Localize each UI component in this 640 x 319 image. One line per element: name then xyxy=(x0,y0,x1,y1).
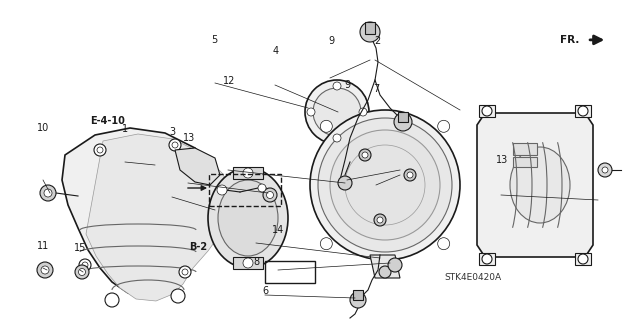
Ellipse shape xyxy=(345,145,425,225)
Polygon shape xyxy=(479,105,495,117)
Circle shape xyxy=(338,176,352,190)
Ellipse shape xyxy=(318,118,452,252)
Text: STK4E0420A: STK4E0420A xyxy=(445,273,502,282)
Bar xyxy=(513,143,537,155)
Text: 1: 1 xyxy=(122,124,128,134)
Circle shape xyxy=(320,120,332,132)
Text: 8: 8 xyxy=(253,257,259,267)
Text: E-4-10: E-4-10 xyxy=(90,116,125,126)
Ellipse shape xyxy=(208,168,288,268)
Bar xyxy=(265,261,315,283)
Text: 4: 4 xyxy=(272,46,278,56)
Bar xyxy=(398,112,408,122)
Circle shape xyxy=(578,254,588,264)
Circle shape xyxy=(394,113,412,131)
Circle shape xyxy=(105,293,119,307)
Bar xyxy=(353,290,363,300)
Circle shape xyxy=(320,238,332,250)
Ellipse shape xyxy=(330,130,440,240)
Circle shape xyxy=(598,163,612,177)
Circle shape xyxy=(388,258,402,272)
Text: 15: 15 xyxy=(74,243,86,253)
Text: 3: 3 xyxy=(170,127,176,137)
Circle shape xyxy=(359,108,367,116)
Text: 2: 2 xyxy=(374,36,381,47)
Text: 6: 6 xyxy=(262,286,269,296)
Text: 12: 12 xyxy=(223,76,236,86)
Text: 10: 10 xyxy=(37,122,50,133)
Circle shape xyxy=(359,149,371,161)
Circle shape xyxy=(75,265,89,279)
Circle shape xyxy=(407,172,413,178)
Circle shape xyxy=(266,191,273,198)
Circle shape xyxy=(258,184,266,192)
Bar xyxy=(365,22,375,34)
Ellipse shape xyxy=(310,110,460,260)
Polygon shape xyxy=(477,113,593,257)
Circle shape xyxy=(172,142,178,148)
Circle shape xyxy=(377,217,383,223)
Circle shape xyxy=(602,167,608,173)
Bar xyxy=(233,257,263,269)
Circle shape xyxy=(333,82,341,90)
Circle shape xyxy=(44,189,52,197)
Polygon shape xyxy=(86,134,233,301)
Ellipse shape xyxy=(313,88,361,136)
Polygon shape xyxy=(479,253,495,265)
Text: 13: 13 xyxy=(182,133,195,143)
Text: 5: 5 xyxy=(211,35,218,45)
Circle shape xyxy=(362,152,368,158)
Circle shape xyxy=(37,262,53,278)
Circle shape xyxy=(263,188,277,202)
Bar xyxy=(233,167,263,179)
Ellipse shape xyxy=(510,147,570,223)
Circle shape xyxy=(169,139,181,151)
Circle shape xyxy=(79,269,86,276)
Circle shape xyxy=(578,106,588,116)
Circle shape xyxy=(404,169,416,181)
Circle shape xyxy=(438,120,450,132)
Polygon shape xyxy=(575,253,591,265)
Circle shape xyxy=(41,266,49,274)
Polygon shape xyxy=(175,148,220,185)
Circle shape xyxy=(179,266,191,278)
Circle shape xyxy=(40,185,56,201)
Circle shape xyxy=(94,144,106,156)
Circle shape xyxy=(243,168,253,178)
Circle shape xyxy=(374,214,386,226)
Circle shape xyxy=(243,258,253,268)
Circle shape xyxy=(307,108,315,116)
Text: 11: 11 xyxy=(37,241,50,251)
Text: 14: 14 xyxy=(272,225,285,235)
Polygon shape xyxy=(62,128,225,295)
Circle shape xyxy=(350,292,366,308)
Polygon shape xyxy=(370,255,400,278)
Ellipse shape xyxy=(305,80,369,144)
Bar xyxy=(513,157,537,167)
Circle shape xyxy=(482,106,492,116)
Circle shape xyxy=(217,185,227,195)
Text: 9: 9 xyxy=(328,36,335,46)
Text: 13: 13 xyxy=(496,155,509,165)
Circle shape xyxy=(79,259,91,271)
Circle shape xyxy=(438,238,450,250)
Circle shape xyxy=(482,254,492,264)
Text: FR.: FR. xyxy=(560,35,579,45)
Circle shape xyxy=(333,134,341,142)
Text: 9: 9 xyxy=(344,79,351,90)
Text: 7: 7 xyxy=(373,84,380,94)
Circle shape xyxy=(182,269,188,275)
Ellipse shape xyxy=(218,180,278,256)
Circle shape xyxy=(82,262,88,268)
Circle shape xyxy=(379,266,391,278)
Text: B-2: B-2 xyxy=(189,242,207,252)
Circle shape xyxy=(171,289,185,303)
Circle shape xyxy=(360,22,380,42)
Polygon shape xyxy=(575,105,591,117)
Circle shape xyxy=(97,147,103,153)
